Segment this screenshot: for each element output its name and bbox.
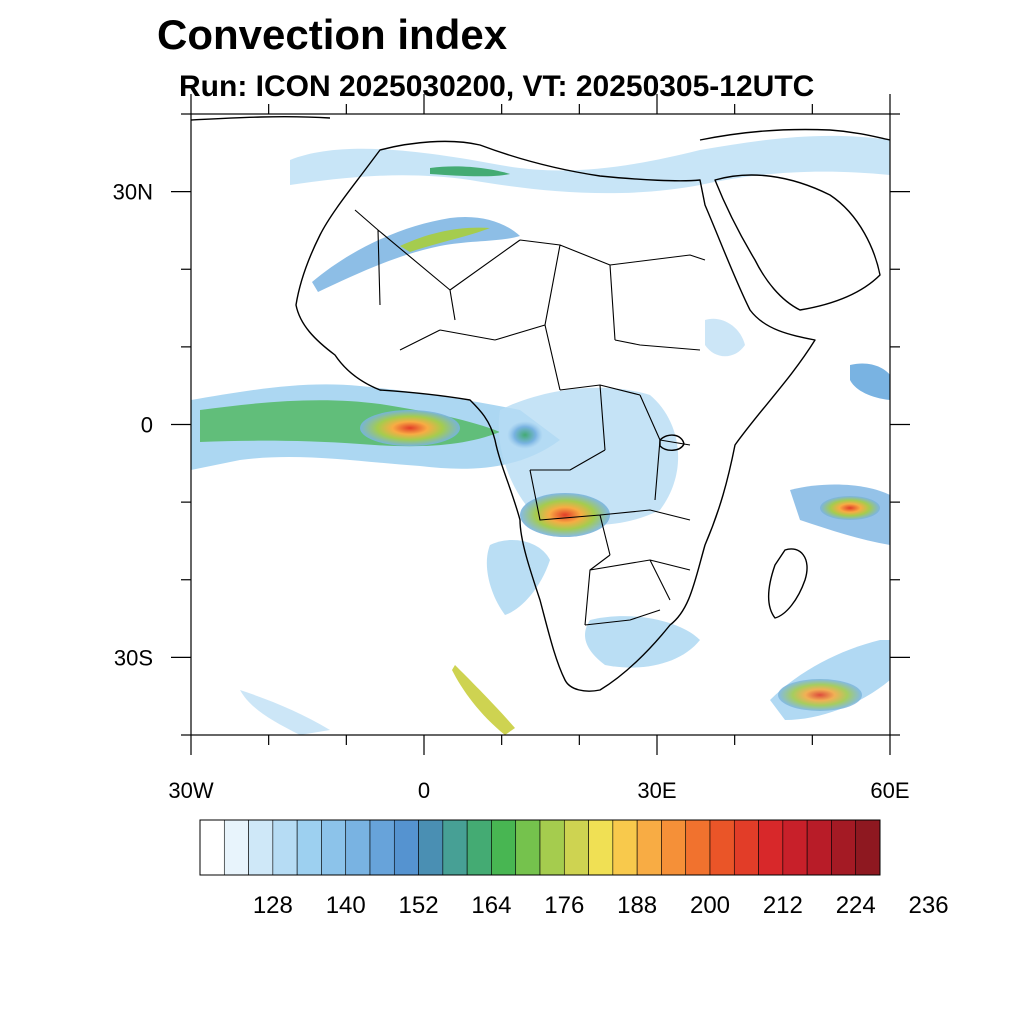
convection-region-congo [498,387,679,525]
colorbar-label: 188 [617,892,657,919]
convection-hotspot-madagascar [820,496,880,520]
colorbar-swatch [685,819,711,876]
convection-region-east-africa [705,318,745,357]
convection-streak-south-atlantic [452,665,515,735]
colorbar-swatch [806,819,832,876]
convection-hotspot-southeast [778,679,862,711]
coastlines [191,116,890,692]
colorbar-swatch [491,819,517,876]
colorbar-swatch [345,819,371,876]
colorbar-label: 212 [763,892,803,919]
europe-coastline [191,116,890,141]
colorbar-label: 152 [399,892,439,919]
convection-region-sw-corner [240,690,330,735]
convection-region-sw-atlantic [486,540,550,615]
chart-subtitle: Run: ICON 2025030200, VT: 20250305-12UTC [179,70,815,103]
colorbar-swatch [709,819,735,876]
colorbar-swatch [661,819,687,876]
colorbar-swatch [369,819,395,876]
convection-band-north-green [430,166,510,177]
lon-tick-label: 30W [168,778,213,803]
africa-coastline [295,140,816,692]
colorbar-swatch [321,819,347,876]
convection-region-east-indian [850,363,890,400]
colorbar-frame [199,819,881,876]
colorbar: 128 140 152 164 176 188 200 212 224 236 [199,819,949,919]
chart-title: Convection index [157,11,508,58]
map-plot-area: 30N 0 30S 30W 0 30E 60E [113,94,910,803]
colorbar-swatch [418,819,444,876]
colorbar-swatch [758,819,784,876]
colorbar-swatch [272,819,298,876]
madagascar-coastline [767,548,808,619]
colorbar-swatch [223,819,249,876]
convection-spot-congo [507,421,543,449]
colorbar-swatch [248,819,274,876]
colorbar-label: 164 [471,892,511,919]
colorbar-swatch [539,819,565,876]
map-ticks: 30N 0 30S 30W 0 30E 60E [113,94,910,803]
convection-streak-sahara-core [400,227,490,252]
convection-streak-sahara [312,216,520,292]
lon-tick-label: 30E [637,778,676,803]
colorbar-swatch [588,819,614,876]
colorbar-swatch [442,819,468,876]
colorbar-swatch [612,819,638,876]
lake-victoria [659,434,685,451]
convection-band-north [290,135,890,194]
colorbar-swatch [636,819,662,876]
colorbar-label: 128 [253,892,293,919]
colorbar-swatch [855,819,881,876]
colorbar-swatch [515,819,541,876]
colorbar-swatch [393,819,419,876]
lat-tick-label: 0 [141,413,153,438]
lat-tick-label: 30S [114,645,153,670]
convection-region-south-africa [585,616,700,668]
convection-field [191,135,890,735]
colorbar-label: 200 [690,892,730,919]
convection-hotspot-angola [520,493,610,537]
lon-tick-label: 0 [418,778,430,803]
colorbar-label: 236 [909,892,949,919]
colorbar-swatch [831,819,857,876]
colorbar-swatch [782,819,808,876]
colorbar-label: 140 [326,892,366,919]
lon-tick-label: 60E [870,778,909,803]
convection-hotspot-gulf-guinea [360,410,460,446]
colorbar-label: 224 [836,892,876,919]
country-borders [354,209,706,626]
lat-tick-label: 30N [113,180,153,205]
colorbar-label: 176 [544,892,584,919]
colorbar-swatch [466,819,492,876]
arabia-coastline [714,174,881,311]
colorbar-swatch [296,819,322,876]
colorbar-swatch [733,819,759,876]
colorbar-swatch [563,819,589,876]
colorbar-swatch [199,819,225,876]
